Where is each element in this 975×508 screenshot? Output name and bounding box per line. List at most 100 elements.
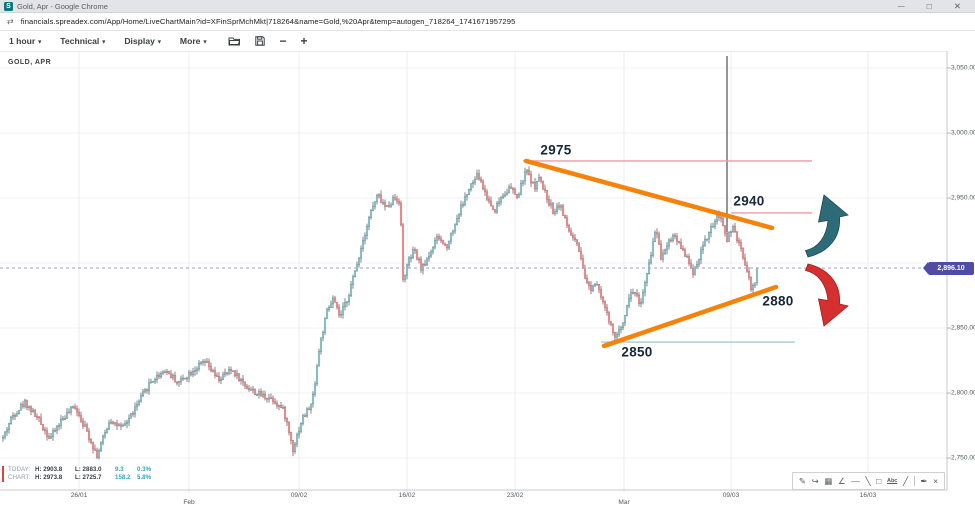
candle-body <box>743 257 747 266</box>
candle-body <box>233 370 237 377</box>
candle-body <box>467 188 471 195</box>
close-button[interactable]: ✕ <box>953 0 961 11</box>
url-bar[interactable]: ⇄ financials.spreadex.com/App/Home/LiveC… <box>0 13 975 31</box>
candle-body <box>335 302 339 308</box>
candle-body <box>325 309 329 319</box>
candle-body <box>623 315 627 323</box>
display-dropdown[interactable]: Display ▾ <box>124 36 161 46</box>
candle-body <box>67 411 71 414</box>
close-icon[interactable]: × <box>933 476 939 486</box>
candle-body <box>505 192 509 196</box>
candle-body <box>301 415 305 424</box>
trend-angle-icon[interactable]: ∠ <box>838 476 846 486</box>
marker-pen-icon[interactable]: ✒ <box>920 476 928 486</box>
candle-body <box>137 400 141 405</box>
candle-body <box>415 249 419 260</box>
candle-body <box>209 366 213 372</box>
candle-body <box>207 361 211 367</box>
interval-dropdown[interactable]: 1 hour ▾ <box>9 36 41 46</box>
candle-body <box>87 430 91 440</box>
curved-arrow-icon[interactable]: ↪ <box>811 476 819 486</box>
candle-body <box>613 332 617 338</box>
trendline-icon[interactable]: ╲ <box>865 476 871 486</box>
candle-body <box>449 232 453 242</box>
candle-body <box>403 274 407 280</box>
candle-body <box>371 206 375 211</box>
save-icon[interactable] <box>255 36 266 46</box>
candle-body <box>389 204 393 208</box>
candle-body <box>3 431 7 438</box>
candle-body <box>259 391 263 397</box>
grid-icon[interactable]: ▦ <box>824 476 833 486</box>
candle-body <box>63 418 67 420</box>
candle-body <box>455 218 459 226</box>
pen-cursor-icon[interactable]: ✎ <box>798 476 806 486</box>
candle-body <box>293 443 297 452</box>
candle-body <box>155 374 159 380</box>
zoom-out-button[interactable]: − <box>279 34 287 48</box>
candle-body <box>589 285 593 291</box>
candle-body <box>461 204 465 206</box>
candle-body <box>529 174 533 184</box>
candle-body <box>721 218 725 227</box>
candle-body <box>297 430 301 436</box>
candle-body <box>69 406 73 413</box>
candle-body <box>299 423 303 432</box>
candle-body <box>615 334 619 338</box>
candle-body <box>751 284 755 291</box>
candle-body <box>443 243 447 246</box>
candle-body <box>407 257 411 266</box>
candle-body <box>551 203 555 214</box>
rectangle-icon[interactable]: □ <box>876 476 882 486</box>
candle-body <box>733 225 737 233</box>
more-dropdown[interactable]: More ▾ <box>180 36 207 46</box>
candle-body <box>247 388 251 390</box>
candle-body <box>457 214 461 219</box>
technical-dropdown[interactable]: Technical ▾ <box>60 36 105 46</box>
candle-body <box>399 202 403 226</box>
zoom-in-button[interactable]: + <box>300 34 308 48</box>
candle-body <box>97 450 101 458</box>
minimize-button[interactable]: — <box>897 2 905 10</box>
candle-body <box>51 430 55 437</box>
candle-body <box>645 273 649 283</box>
candle-body <box>13 415 17 417</box>
candle-body <box>665 245 669 251</box>
candle-body <box>253 388 257 395</box>
candle-body <box>45 430 49 437</box>
text-tool-icon[interactable]: Abc <box>886 478 898 484</box>
horizontal-line-icon[interactable]: — <box>851 476 860 486</box>
technical-label: Technical <box>60 36 100 46</box>
candle-body <box>213 370 217 376</box>
tab-switch-icon[interactable]: ⇄ <box>7 17 14 26</box>
candle-body <box>53 430 57 432</box>
candle-body <box>667 239 671 247</box>
candle-body <box>417 258 421 261</box>
candle-body <box>331 297 335 305</box>
diagonal-line-icon[interactable]: ╱ <box>903 476 909 486</box>
candle-body <box>583 268 587 279</box>
candle-body <box>165 371 169 373</box>
candle-body <box>395 198 399 202</box>
candle-body <box>605 307 609 313</box>
candle-body <box>705 238 709 241</box>
candle-body <box>747 271 751 278</box>
candle-body <box>223 372 227 375</box>
candle-body <box>445 244 449 249</box>
candle-body <box>107 422 111 430</box>
candle-body <box>353 270 357 277</box>
candle-body <box>227 369 231 374</box>
url-text[interactable]: financials.spreadex.com/App/Home/LiveCha… <box>20 17 516 26</box>
candle-body <box>191 371 195 376</box>
chart-toolbar: 1 hour ▾ Technical ▾ Display ▾ More ▾ − … <box>0 31 975 51</box>
candle-body <box>729 231 733 233</box>
candle-body <box>55 426 59 432</box>
candle-body <box>509 186 513 189</box>
candle-body <box>345 301 349 303</box>
open-folder-icon[interactable] <box>228 36 241 46</box>
candle-body <box>459 204 463 215</box>
candle-body <box>235 373 239 377</box>
maximize-button[interactable]: □ <box>926 0 932 11</box>
candle-body <box>725 232 729 242</box>
